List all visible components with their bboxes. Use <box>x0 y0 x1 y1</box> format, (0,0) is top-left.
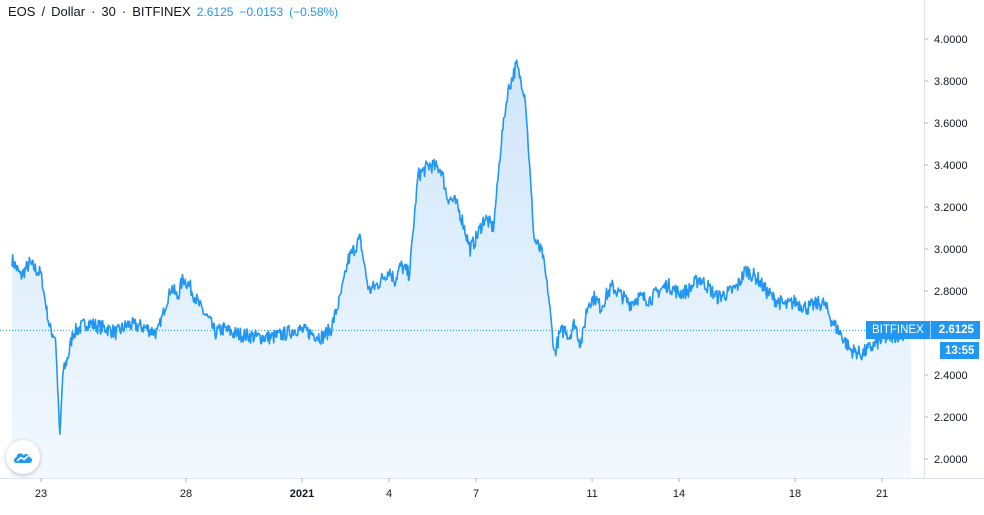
time-tick-label: 4 <box>386 488 392 500</box>
dot-separator-2: · <box>121 4 127 19</box>
last-price-badge: BITFINEX 2.6125 <box>866 321 980 339</box>
symbol-name: EOS <box>8 4 36 19</box>
time-tick-label: 21 <box>876 488 888 500</box>
change-percent-value: (−0.58%) <box>289 5 339 19</box>
exchange-label: BITFINEX <box>132 4 191 19</box>
price-tick-label: 3.0000 <box>934 244 968 256</box>
symbol-separator: / <box>41 4 46 19</box>
last-price-value: 2.6125 <box>196 5 234 19</box>
time-tick-label: 2021 <box>290 488 314 500</box>
bar-countdown-badge: 13:55 <box>940 342 980 359</box>
tradingview-cloud-icon[interactable] <box>6 440 40 474</box>
price-area-fill <box>12 60 912 478</box>
price-tick-label: 2.8000 <box>934 286 968 298</box>
price-tick-label: 3.6000 <box>934 118 968 130</box>
price-tick-label: 3.8000 <box>934 76 968 88</box>
price-tick-label: 3.4000 <box>934 160 968 172</box>
price-tick-label: 3.2000 <box>934 202 968 214</box>
time-tick-label: 11 <box>586 488 597 500</box>
price-tick-label: 4.0000 <box>934 34 968 46</box>
interval-label: 30 <box>101 4 116 19</box>
change-value: −0.0153 <box>239 5 284 19</box>
price-line <box>11 59 912 435</box>
price-tick-label: 2.2000 <box>934 412 968 424</box>
currency-name: Dollar <box>51 4 86 19</box>
symbol-legend[interactable]: EOS / Dollar · 30 · BITFINEX 2.6125 −0.0… <box>8 4 338 19</box>
price-badge-exchange: BITFINEX <box>866 321 931 339</box>
price-tick-label: 2.0000 <box>934 454 968 466</box>
price-tick-label: 2.4000 <box>934 370 968 382</box>
time-tick-label: 23 <box>35 488 47 500</box>
time-tick-label: 18 <box>789 488 801 500</box>
time-tick-label: 28 <box>180 488 192 500</box>
time-tick-label: 14 <box>673 488 685 500</box>
time-tick-label: 7 <box>473 488 479 500</box>
dot-separator-1: · <box>91 4 96 19</box>
price-badge-value: 2.6125 <box>938 324 974 336</box>
